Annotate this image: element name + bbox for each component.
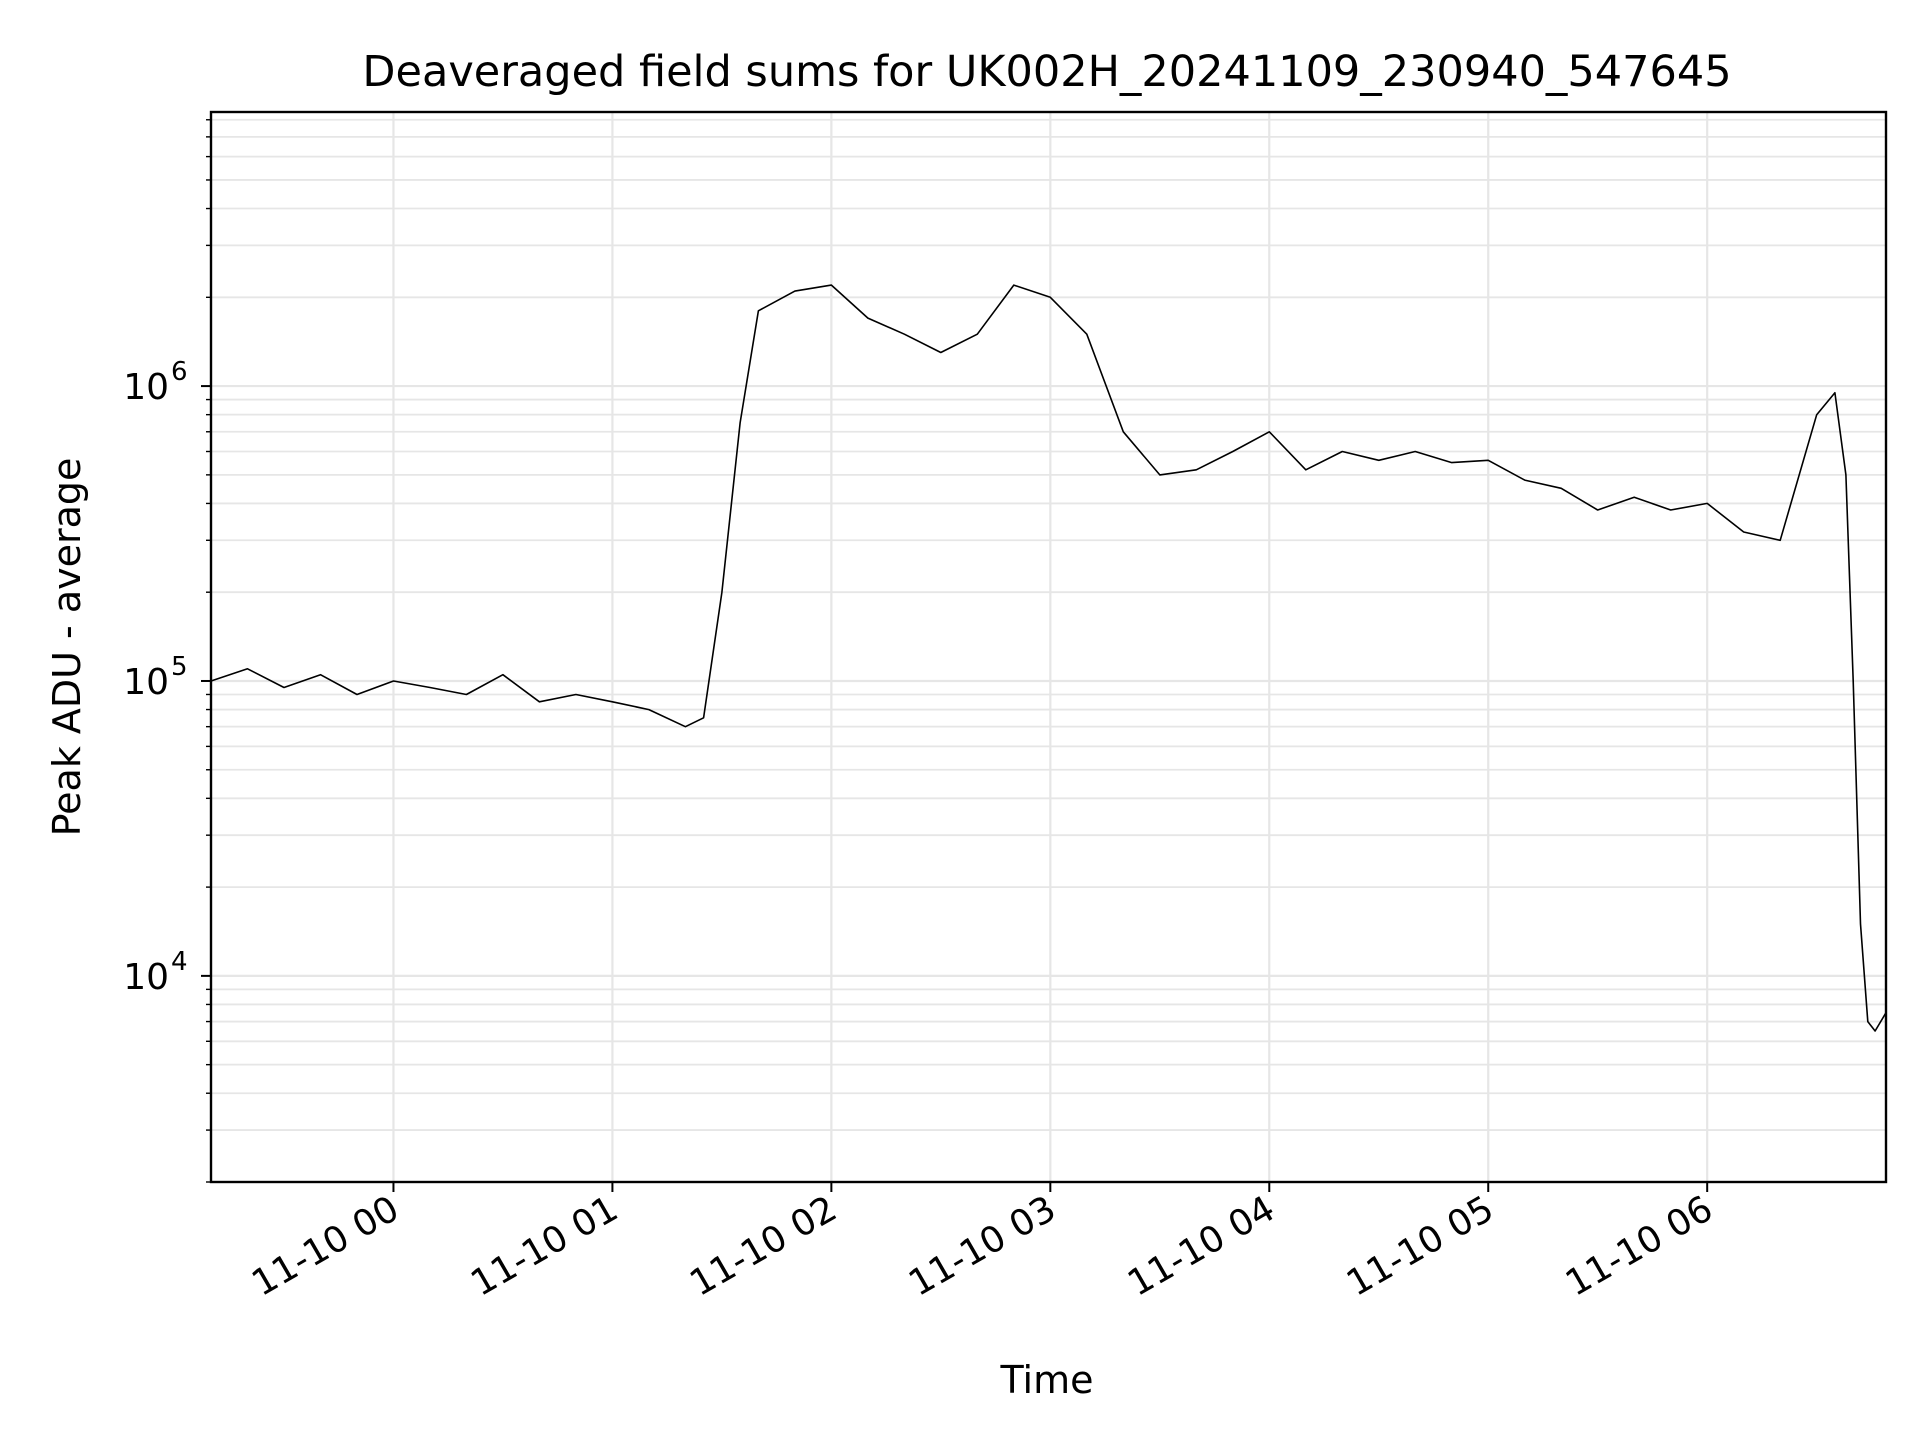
y-tick-label: 10 4 <box>123 947 187 998</box>
chart-title: Deaveraged field sums for UK002H_2024110… <box>362 47 1731 97</box>
y-tick-exponent: 6 <box>171 357 188 387</box>
y-tick-base: 10 <box>123 957 169 998</box>
grid-layer <box>211 112 1886 1183</box>
plot-frame <box>209 110 1888 1184</box>
y-tick-label: 10 6 <box>123 357 187 408</box>
series-line <box>210 284 1887 1032</box>
series-layer <box>210 284 1887 1032</box>
y-tick-exponent: 4 <box>171 947 188 977</box>
y-tick-base: 10 <box>123 367 169 408</box>
y-tick-label: 10 5 <box>123 652 187 703</box>
y-tick-exponent: 5 <box>171 652 188 682</box>
x-axis-label: Time <box>1000 1358 1094 1402</box>
y-axis-label: Peak ADU - average <box>45 458 89 837</box>
y-tick-base: 10 <box>123 662 169 703</box>
